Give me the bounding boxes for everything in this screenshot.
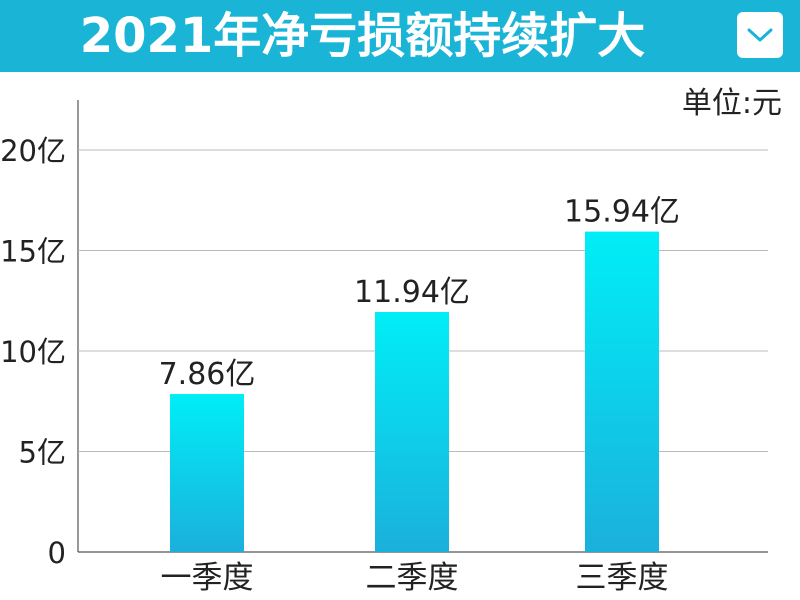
y-tick-label: 10亿	[0, 335, 66, 369]
bar	[585, 231, 659, 552]
chevron-down-icon	[747, 28, 773, 42]
y-tick-label: 5亿	[19, 436, 66, 470]
x-category-label: 一季度	[161, 560, 254, 596]
x-category-label: 二季度	[366, 560, 459, 596]
title-bar: 2021年净亏损额持续扩大	[0, 0, 800, 72]
page-title: 2021年净亏损额持续扩大	[79, 8, 646, 64]
x-category-label: 三季度	[576, 560, 669, 596]
unit-label: 单位:元	[681, 86, 782, 121]
bar	[375, 312, 449, 552]
data-label: 15.94亿	[564, 195, 680, 230]
y-tick-label: 20亿	[0, 134, 66, 168]
data-label: 7.86亿	[159, 357, 256, 392]
dropdown-button[interactable]	[737, 12, 783, 58]
y-tick-label: 15亿	[0, 235, 66, 269]
y-tick-label: 0	[48, 536, 66, 570]
data-label: 11.94亿	[354, 275, 470, 310]
bar	[170, 394, 244, 552]
